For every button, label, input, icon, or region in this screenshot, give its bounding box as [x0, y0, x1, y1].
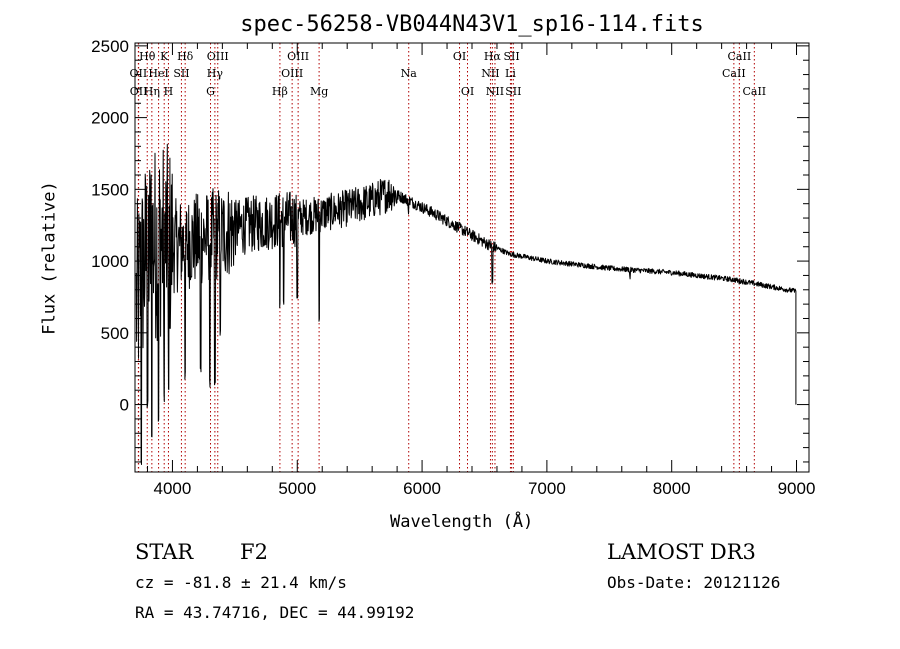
redshift-cz: cz = -81.8 ± 21.4 km/s [135, 573, 347, 592]
line-marker-label: H [164, 85, 174, 98]
observation-date: Obs-Date: 20121126 [607, 573, 781, 592]
chart-title: spec-56258-VB044N43V1_sp16-114.fits [240, 12, 704, 37]
line-marker-label: OI [461, 85, 474, 98]
line-marker-label: SII [505, 85, 521, 98]
line-marker-label: CaII [728, 50, 752, 63]
line-marker-labels: Hθ OII OII K HeI Hη H Hδ SII OIII Hγ G Hβ OIII OIII Mg N… [130, 50, 767, 98]
line-marker-label: Mg [310, 85, 328, 98]
spectrum-line [135, 143, 797, 465]
line-marker-label: Li [505, 67, 516, 80]
x-tick-label: 4000 [154, 479, 192, 498]
line-marker-label: Hβ [272, 85, 288, 98]
x-tick-label: 7000 [528, 479, 566, 498]
x-tick-label: 9000 [778, 479, 816, 498]
line-marker-label: G [206, 85, 215, 98]
sky-coordinates: RA = 43.74716, DEC = 44.99192 [135, 603, 415, 622]
line-marker-label: OI [453, 50, 466, 63]
line-marker-label: OIII [281, 67, 303, 80]
line-marker-label: CaII [722, 67, 746, 80]
line-marker-label: HeI [148, 67, 168, 80]
object-class: STAR [135, 540, 194, 564]
x-tick-label: 5000 [278, 479, 316, 498]
y-tick-label: 0 [120, 396, 129, 415]
line-marker-label: CaII [742, 85, 766, 98]
line-marker-group [137, 43, 755, 472]
x-tick-label: 6000 [403, 479, 441, 498]
line-marker-label: SII [173, 67, 189, 80]
line-marker-label: NII [486, 85, 504, 98]
line-marker-label: Hα [484, 50, 502, 63]
line-marker-label: OIII [207, 50, 229, 63]
object-subclass: F2 [240, 540, 268, 564]
line-marker-label: K [160, 50, 169, 63]
line-marker-label: OIII [287, 50, 309, 63]
line-marker-label: Hγ [207, 67, 224, 80]
survey-name: LAMOST DR3 [607, 540, 756, 564]
line-marker-label: NII [481, 67, 499, 80]
line-marker-label: SII [503, 50, 519, 63]
plot-frame [134, 42, 810, 473]
y-tick-label: 2000 [91, 109, 129, 128]
line-marker-label: Hδ [177, 50, 194, 63]
axis-ticks: 4000 5000 6000 7000 8000 9000 0 500 1000 1500 2000… [91, 37, 815, 498]
line-marker-label: Hη [144, 85, 160, 98]
line-marker-label: Hθ [139, 50, 156, 63]
x-axis-label: Wavelength (Å) [390, 512, 534, 532]
y-axis-label: Flux (relative) [39, 181, 60, 335]
line-marker-label: OII [130, 67, 148, 80]
line-marker-label: OII [130, 85, 148, 98]
x-tick-label: 8000 [653, 479, 691, 498]
y-tick-label: 2500 [91, 37, 129, 56]
y-tick-label: 500 [101, 324, 129, 343]
y-tick-label: 1000 [91, 252, 129, 271]
y-tick-label: 1500 [91, 180, 129, 199]
line-marker-label: Na [401, 67, 418, 80]
